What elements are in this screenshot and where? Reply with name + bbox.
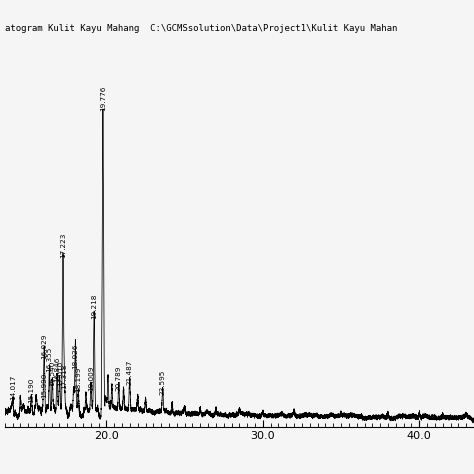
Text: 16.540: 16.540 [49, 361, 55, 386]
Text: 17.223: 17.223 [60, 232, 66, 258]
Text: 15.990: 15.990 [41, 373, 46, 399]
Text: 17.318: 17.318 [62, 364, 67, 389]
Text: 18.199: 18.199 [75, 367, 81, 392]
Text: 16.846: 16.846 [54, 356, 60, 382]
Text: 15.190: 15.190 [28, 378, 34, 403]
Text: 19.009: 19.009 [88, 365, 94, 391]
Text: 19.776: 19.776 [100, 85, 106, 111]
Text: 23.595: 23.595 [160, 370, 165, 395]
Text: 14.017: 14.017 [10, 374, 16, 400]
Text: 17.010: 17.010 [57, 361, 63, 386]
Text: 21.487: 21.487 [127, 359, 133, 385]
Text: 19.218: 19.218 [91, 293, 97, 319]
Text: 18.026: 18.026 [73, 344, 79, 369]
Text: 20.789: 20.789 [116, 365, 122, 391]
Text: atogram Kulit Kayu Mahang  C:\GCMSsolution\Data\Project1\Kulit Kayu Mahan: atogram Kulit Kayu Mahang C:\GCMSsolutio… [5, 24, 397, 33]
Text: 16.029: 16.029 [41, 333, 47, 359]
Text: 16.355: 16.355 [46, 347, 53, 373]
